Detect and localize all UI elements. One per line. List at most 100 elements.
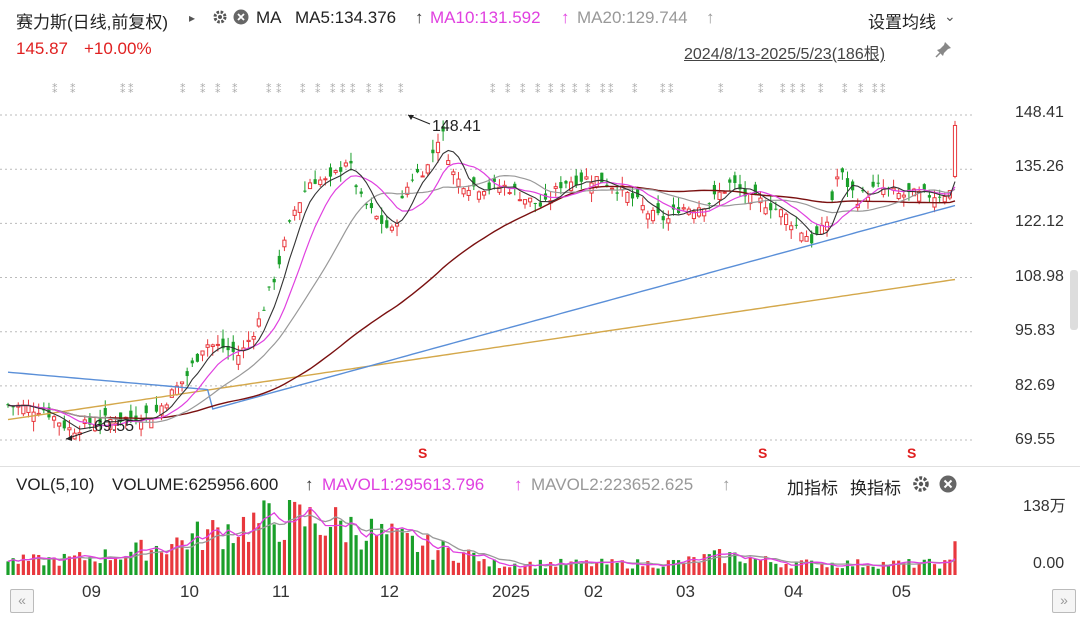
candle-body: [810, 234, 814, 244]
settings-ma-button[interactable]: 设置均线: [868, 13, 936, 32]
volume-bar: [830, 562, 834, 575]
chevron-down-icon[interactable]: ⌄: [944, 8, 956, 24]
scroll-right-button[interactable]: »: [1052, 589, 1076, 613]
volume-bar: [385, 534, 389, 575]
signal-s-marker: S: [758, 445, 767, 461]
candle-body: [753, 184, 757, 195]
volume-bar: [436, 550, 440, 575]
candle-body: [815, 226, 819, 235]
volume-bar: [733, 552, 737, 575]
candle-body: [441, 126, 445, 132]
volume-bar: [93, 561, 97, 575]
ma250-line: [7, 278, 956, 421]
volume-bar: [620, 560, 624, 575]
ma20-value: MA20:129.744: [577, 8, 688, 27]
expand-icon[interactable]: ▸: [189, 11, 196, 25]
volume-bar: [497, 568, 502, 575]
volume-bar: [697, 562, 701, 575]
candle-body: [62, 420, 66, 429]
candle-body: [318, 179, 323, 186]
volume-bar: [543, 568, 548, 575]
candle-body: [221, 338, 225, 349]
volume-bar: [810, 560, 814, 575]
candle-body: [819, 224, 824, 235]
volume-bar: [37, 554, 41, 575]
vol-title[interactable]: VOL(5,10): [16, 475, 95, 494]
event-marker: ⁑: [52, 83, 58, 96]
candle-body: [605, 184, 609, 187]
time-axis-label: 11: [272, 582, 290, 601]
candle-body: [210, 344, 215, 348]
candle-body: [307, 182, 313, 190]
volume-bar: [851, 566, 855, 575]
ma-label: MA: [256, 8, 282, 27]
candle-body: [650, 209, 656, 222]
volume-bar: [359, 549, 363, 575]
volume-bar: [492, 559, 496, 575]
candle-body: [67, 427, 72, 431]
candle-body: [681, 207, 686, 210]
candle-body: [553, 186, 558, 189]
event-marker: ⁑: [800, 83, 806, 96]
event-marker: ⁑: [758, 83, 764, 96]
candle-body: [389, 226, 395, 231]
candle-body: [497, 186, 502, 193]
event-marker: ⁑: [398, 83, 404, 96]
event-marker: ⁑: [660, 83, 666, 96]
volume-bar: [702, 554, 706, 575]
gear-icon[interactable]: [912, 475, 930, 498]
date-range[interactable]: 2024/8/13-2025/5/23(186根): [684, 46, 886, 63]
candle-body: [246, 339, 251, 343]
volume-bar: [743, 563, 747, 575]
close-icon[interactable]: [939, 475, 957, 498]
volume-bar: [513, 563, 517, 575]
candle-body: [728, 179, 732, 183]
switch-indicator-button[interactable]: 换指标: [850, 479, 901, 498]
candle-body: [51, 416, 57, 421]
candle-body: [476, 191, 482, 200]
add-indicator-button[interactable]: 加指标: [787, 479, 838, 498]
candle-body: [287, 220, 292, 222]
last-price: 145.87: [16, 39, 68, 58]
volume-chart[interactable]: [0, 495, 1000, 580]
event-marker: ⁑: [668, 83, 674, 96]
event-marker: ⁑: [490, 83, 496, 96]
scroll-left-button[interactable]: «: [10, 589, 34, 613]
volume-bar: [72, 555, 77, 575]
candle-body: [533, 202, 537, 205]
volume-bar: [323, 535, 327, 575]
candle-body: [380, 215, 384, 224]
volume-bar: [922, 559, 926, 575]
volume-bar: [57, 565, 61, 575]
volume-bar: [605, 564, 609, 575]
vertical-scrollbar[interactable]: [1070, 270, 1078, 330]
mavol2-arrow: ↑: [722, 475, 731, 494]
mavol2-value: MAVOL2:223652.625: [531, 475, 694, 494]
candle-body: [942, 196, 947, 203]
event-marker: ⁑: [232, 83, 238, 96]
candle-body: [517, 199, 522, 202]
candle-body: [435, 141, 441, 154]
ma10-value: MA10:131.592: [430, 8, 541, 27]
volume-bar: [549, 562, 553, 575]
volume-bar: [538, 559, 542, 575]
volume-bar: [641, 566, 645, 575]
pin-icon[interactable]: [935, 40, 953, 63]
volume-bar: [441, 540, 445, 575]
volume-bar: [21, 554, 25, 575]
volume-bar: [185, 549, 189, 575]
close-icon[interactable]: [233, 9, 249, 30]
gear-icon[interactable]: [212, 9, 228, 30]
volume-bar: [119, 559, 123, 575]
volume-bar: [211, 520, 215, 575]
candle-body: [21, 404, 26, 415]
volume-bar: [67, 556, 72, 575]
stock-title[interactable]: 赛力斯(日线,前复权): [16, 13, 169, 32]
price-chart[interactable]: ⁑ ⁑ ⁑ ⁑ ⁑ ⁑ ⁑ ⁑ ⁑ ⁑ ⁑ ⁑ ⁑ ⁑ ⁑ ⁑ ⁑ ⁑ ⁑ ⁑ ⁑ ⁑ ⁑ ⁑ ⁑ ⁑ ⁑ ⁑ ⁑ ⁑ ⁑ ⁑ ⁑ ⁑ ⁑ ⁑ ⁑ ⁑ ⁑ ⁑…: [0, 70, 1000, 465]
candle-body: [400, 195, 404, 199]
candle-body: [364, 203, 368, 206]
candle-body: [292, 209, 297, 216]
volume-bar: [236, 537, 240, 575]
volume-bar: [154, 545, 159, 575]
time-axis-label: 12: [380, 582, 399, 601]
